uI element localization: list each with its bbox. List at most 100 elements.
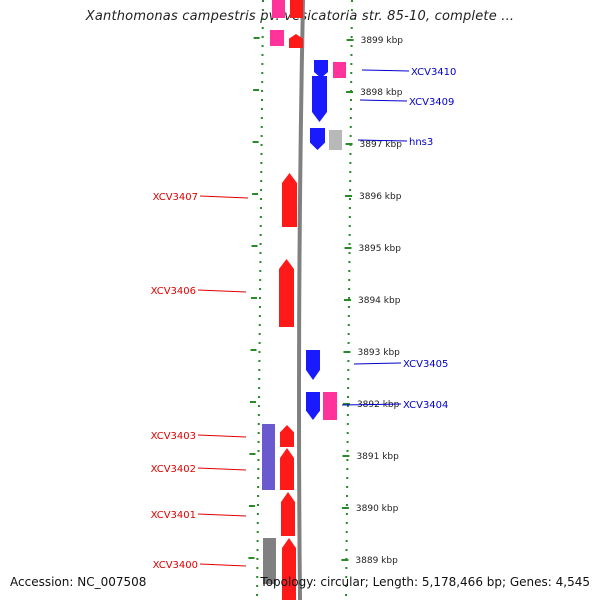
ruler-label: 3896 kbp xyxy=(359,192,402,202)
ruler-tick xyxy=(344,247,352,249)
left-boundary-dot xyxy=(261,90,264,92)
right-boundary-dot xyxy=(348,297,351,299)
left-boundary-dot xyxy=(259,297,262,299)
gene-XCV3404 xyxy=(306,392,320,420)
gray-feature xyxy=(263,538,276,584)
left-boundary-dot xyxy=(256,585,259,587)
right-boundary-dot xyxy=(345,549,348,551)
ruler-tick xyxy=(343,351,351,353)
left-boundary-dot xyxy=(256,567,259,569)
ruler-label: 3891 kbp xyxy=(356,452,399,462)
label-leader xyxy=(197,513,247,517)
ruler-label: 3895 kbp xyxy=(359,244,402,254)
ruler-tick xyxy=(346,39,354,41)
left-boundary-dot xyxy=(256,540,259,542)
ruler-tick xyxy=(344,299,351,301)
gene-XCV3410 xyxy=(314,60,328,78)
right-boundary-dot xyxy=(349,108,352,110)
gene-hns3 xyxy=(310,128,325,150)
left-boundary-dot xyxy=(257,468,260,470)
left-boundary-dot xyxy=(260,180,263,182)
right-boundary-dot xyxy=(348,288,351,290)
right-boundary-dot xyxy=(347,333,350,335)
right-boundary-dot xyxy=(347,396,350,398)
right-boundary-dot xyxy=(346,468,349,470)
right-boundary-dot xyxy=(348,279,351,281)
ruler-tick xyxy=(341,559,349,561)
backbone-line xyxy=(297,0,305,600)
right-boundary-dot xyxy=(345,522,348,524)
left-boundary-dot xyxy=(259,279,262,281)
right-boundary-dot xyxy=(345,567,348,569)
inner-tick xyxy=(253,89,260,91)
left-boundary-dot xyxy=(260,162,263,164)
gene-label-xcv3410: XCV3410 xyxy=(411,67,456,78)
pink-feature xyxy=(272,0,285,18)
left-boundary-dot xyxy=(257,486,260,488)
ruler-label: 3899 kbp xyxy=(361,36,404,46)
right-boundary-dot xyxy=(348,252,351,254)
gene-label-xcv3405: XCV3405 xyxy=(403,359,448,370)
gene-features xyxy=(262,0,346,600)
left-boundary-dot xyxy=(259,261,262,263)
left-boundary-dot xyxy=(258,360,261,362)
left-boundary-dot xyxy=(259,270,262,272)
right-boundary-dot xyxy=(349,189,352,191)
right-boundary-dot xyxy=(350,36,353,38)
gray-feature xyxy=(329,130,342,150)
gene-label-xcv3401: XCV3401 xyxy=(151,510,196,521)
left-boundary-dot xyxy=(257,414,260,416)
left-boundary-dot xyxy=(260,171,263,173)
left-boundary-dot xyxy=(258,396,261,398)
left-boundary-dot xyxy=(258,306,261,308)
left-boundary-dot xyxy=(257,441,260,443)
left-boundary-dot xyxy=(258,351,261,353)
left-boundary-dot xyxy=(261,81,264,83)
left-boundary-dot xyxy=(260,153,263,155)
right-boundary-dot xyxy=(348,270,351,272)
left-boundary-dot xyxy=(260,198,263,200)
label-leader xyxy=(199,195,249,199)
left-boundary-dot xyxy=(257,495,260,497)
inner-tick xyxy=(249,453,256,455)
inner-tick xyxy=(251,297,258,299)
left-boundary-dot xyxy=(260,144,263,146)
label-leader xyxy=(353,362,402,365)
right-boundary-dot xyxy=(347,342,350,344)
pink-feature xyxy=(323,392,337,420)
left-boundary-dot xyxy=(256,531,259,533)
gene-label-xcv3404: XCV3404 xyxy=(403,400,448,411)
outer-dotted-boundaries xyxy=(256,0,353,596)
left-boundary-dot xyxy=(256,522,259,524)
label-leader xyxy=(361,69,410,72)
left-boundary-dot xyxy=(260,108,263,110)
right-boundary-dot xyxy=(346,441,349,443)
right-boundary-dot xyxy=(350,45,353,47)
gene-label-xcv3409: XCV3409 xyxy=(409,97,454,108)
inner-tick xyxy=(248,557,255,559)
right-boundary-dot xyxy=(350,27,353,29)
pink-feature xyxy=(333,62,346,78)
gene-label-xcv3407: XCV3407 xyxy=(153,192,198,203)
left-boundary-dot xyxy=(261,63,264,65)
right-boundary-dot xyxy=(349,135,352,137)
inner-tick xyxy=(248,505,255,507)
right-boundary-dot xyxy=(346,450,349,452)
right-boundary-dot xyxy=(346,414,349,416)
label-leader xyxy=(199,563,247,567)
gene-XCV3406 xyxy=(279,259,294,327)
inner-tick-marks xyxy=(248,37,260,559)
label-leader xyxy=(197,467,247,471)
inner-tick xyxy=(249,401,256,403)
left-boundary-dot xyxy=(257,405,260,407)
left-boundary-dot xyxy=(261,99,264,101)
right-boundary-dot xyxy=(347,378,350,380)
right-boundary-dot xyxy=(345,594,348,596)
left-boundary-dot xyxy=(258,342,261,344)
left-boundary-dot xyxy=(261,45,264,47)
right-boundary-dot xyxy=(349,171,352,173)
left-boundary-dot xyxy=(259,234,262,236)
left-boundary-dot xyxy=(259,252,262,254)
label-leader xyxy=(341,403,402,406)
